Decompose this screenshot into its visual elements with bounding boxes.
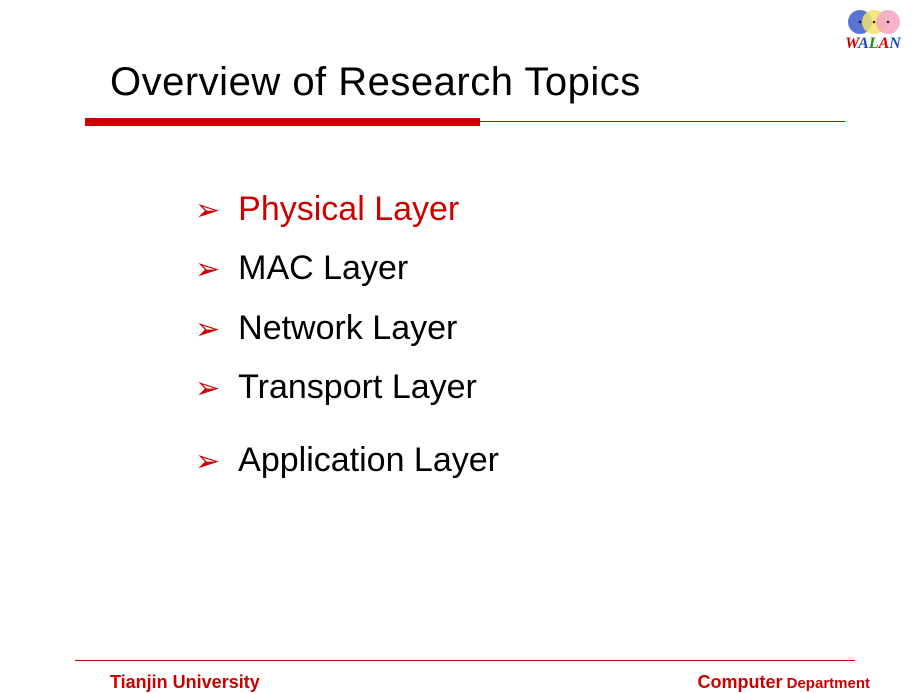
bullet-text: MAC Layer xyxy=(238,244,408,293)
bullet-text: Physical Layer xyxy=(238,185,459,234)
bullet-list: ➢Physical Layer➢MAC Layer➢Network Layer➢… xyxy=(195,185,499,495)
slide-title: Overview of Research Topics xyxy=(0,60,920,105)
bullet-item: ➢ Network Layer xyxy=(195,304,499,353)
walan-logo: WALAN xyxy=(838,8,908,53)
bullet-text: Network Layer xyxy=(238,304,457,353)
underline-thin xyxy=(480,121,845,122)
chevron-icon: ➢ xyxy=(195,248,220,292)
chevron-icon: ➢ xyxy=(195,308,220,352)
bullet-text: Application Layer xyxy=(238,436,499,485)
footer-divider xyxy=(75,660,855,661)
footer-right-main: Computer xyxy=(697,672,782,692)
title-underline xyxy=(85,118,845,128)
footer-right-sub: Department xyxy=(782,675,870,692)
bullet-item: ➢ Application Layer xyxy=(195,436,499,485)
underline-thick xyxy=(85,118,480,126)
chevron-icon: ➢ xyxy=(195,440,220,484)
bullet-item: ➢ MAC Layer xyxy=(195,244,499,293)
bullet-item: ➢ Transport Layer xyxy=(195,363,499,412)
svg-text:WALAN: WALAN xyxy=(845,35,902,52)
chevron-icon: ➢ xyxy=(195,367,220,411)
bullet-item: ➢ Physical Layer xyxy=(195,185,499,234)
chevron-icon: ➢ xyxy=(195,189,220,233)
title-area: Overview of Research Topics xyxy=(0,60,920,105)
bullet-text: Transport Layer xyxy=(238,363,477,412)
slide: WALAN Overview of Research Topics ➢ Physi… xyxy=(0,0,920,690)
